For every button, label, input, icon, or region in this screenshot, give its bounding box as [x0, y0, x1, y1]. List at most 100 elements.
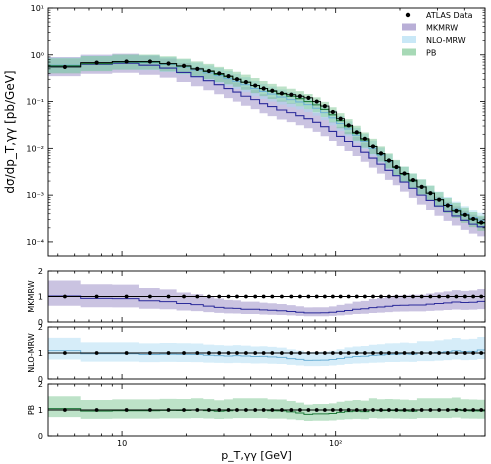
ratio-data-point — [454, 351, 459, 355]
ratio-data-point — [63, 351, 67, 355]
ratio-data-point — [207, 294, 211, 299]
ratio-data-point — [94, 351, 99, 355]
ratio-data-point — [306, 408, 311, 412]
ratio-band — [48, 396, 485, 422]
ratio-data-point — [244, 351, 248, 355]
data-point — [338, 116, 343, 121]
ratio-data-point — [261, 408, 266, 412]
ratio-data-point — [471, 408, 476, 412]
ratio-data-point — [207, 408, 211, 412]
ratio-data-point — [306, 351, 311, 355]
data-point — [402, 171, 407, 176]
ratio-data-point — [346, 408, 351, 412]
ratio-data-point — [454, 294, 459, 299]
ratio-data-point — [387, 408, 391, 412]
data-point — [370, 144, 376, 149]
ratio-data-point — [298, 351, 302, 355]
data-point — [94, 60, 99, 65]
ratio-data-point — [182, 351, 186, 355]
ratio-data-point — [195, 408, 200, 412]
data-point — [279, 91, 285, 96]
y-axis-label: dσ/dp_T,γγ [pb/GeV] — [3, 70, 17, 193]
ratio-data-point — [289, 294, 294, 299]
ratio-y-label: PB — [27, 405, 36, 415]
ratio-data-point — [261, 294, 266, 299]
ratio-data-point — [298, 408, 302, 412]
ratio-data-point — [387, 351, 391, 355]
ratio-data-point — [362, 351, 367, 355]
ratio-data-point — [182, 408, 186, 412]
y-tick-label: 10⁰ — [31, 51, 44, 60]
data-point — [261, 86, 266, 91]
ratio-data-point — [244, 408, 248, 412]
ratio-data-point — [338, 294, 343, 299]
ratio-data-point — [362, 294, 367, 299]
ratio-y-label: NLO-MRW — [27, 333, 36, 373]
ratio-data-point — [371, 294, 375, 299]
ratio-data-point — [314, 408, 319, 412]
ratio-data-point — [235, 294, 239, 299]
ratio-data-point — [402, 351, 407, 355]
data-point — [330, 109, 335, 115]
legend-label: MKMRW — [426, 24, 458, 33]
main-panel: 10⁻⁴ 10⁻³ 10⁻² 10⁻¹ 10⁰ 10¹ dσ/dp_T,γγ [pb/GeV… — [3, 4, 486, 257]
ratio-data-point — [419, 351, 424, 355]
data-point — [362, 136, 367, 141]
ratio-plot-area — [48, 336, 485, 367]
ratio-data-point — [270, 294, 275, 299]
ratio-y-tick-label: 0 — [38, 432, 43, 441]
ratio-data-point — [402, 294, 407, 299]
y-tick-label: 10⁻⁴ — [26, 238, 44, 247]
ratio-y-label: MKMRW — [27, 280, 36, 312]
ratio-data-point — [63, 408, 67, 412]
legend-marker — [405, 12, 411, 18]
ratio-data-point — [338, 351, 343, 355]
ratio-data-point — [226, 408, 231, 412]
ratio-data-point — [289, 408, 294, 412]
data-point — [445, 203, 450, 208]
data-point — [462, 212, 467, 217]
ratio-data-point — [217, 294, 222, 299]
ratio-data-point — [94, 408, 99, 412]
ratio-data-point — [207, 351, 211, 355]
data-point — [166, 61, 171, 66]
ratio-data-point — [253, 294, 258, 299]
legend-label: ATLAS Data — [426, 11, 473, 20]
main-frame — [47, 7, 486, 257]
data-point — [394, 164, 399, 170]
ratio-y-tick-label: 2 — [38, 267, 43, 276]
legend-label: PB — [426, 49, 436, 58]
ratio-data-point — [387, 294, 391, 299]
ratio-data-point — [354, 408, 359, 412]
x-axis: 10 10² p_T,γγ [GeV] — [117, 439, 342, 462]
ratio-data-point — [445, 351, 450, 355]
ratio-y-tick-label: 2 — [38, 380, 43, 389]
band-nlo-mrw — [48, 54, 485, 228]
ratio-data-point — [428, 408, 433, 412]
ratio-data-point — [445, 408, 450, 412]
ratio-data-point — [217, 351, 222, 355]
ratio-data-point — [195, 351, 200, 355]
ratio-data-point — [354, 351, 359, 355]
data-point — [243, 80, 249, 85]
ratio-data-point — [63, 294, 67, 299]
legend-swatch — [402, 48, 416, 56]
ratio-data-point — [338, 408, 343, 412]
data-point — [378, 151, 384, 156]
ratio-data-point — [166, 294, 171, 299]
ratio-data-point — [462, 351, 467, 355]
ratio-data-point — [322, 294, 327, 299]
ratio-data-point — [280, 351, 284, 355]
ratio-data-point — [322, 351, 327, 355]
ratio-data-point — [195, 294, 200, 299]
ratio-panel-pb: 0 1 2 PB — [27, 380, 486, 441]
data-point — [428, 191, 433, 196]
ratio-data-point — [371, 408, 375, 412]
ratio-data-point — [253, 408, 258, 412]
ratio-band — [48, 336, 485, 367]
ratio-data-point — [314, 351, 319, 355]
ratio-data-point — [462, 294, 467, 299]
ratio-data-point — [330, 294, 335, 299]
ratio-data-point — [148, 351, 152, 355]
